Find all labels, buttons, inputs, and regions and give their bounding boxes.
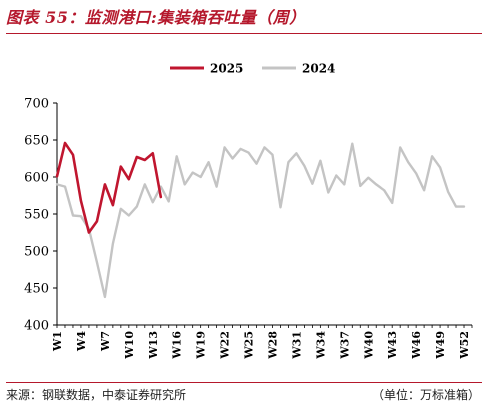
y-tick-label: 500: [24, 245, 49, 260]
y-tick-label: 450: [24, 282, 49, 297]
x-tick-label: W16: [171, 331, 184, 360]
x-tick-label: W28: [266, 331, 279, 360]
series-line-2025: [55, 141, 163, 234]
x-tick-label: W10: [123, 331, 136, 360]
title-divider: [6, 33, 482, 34]
series-line-2024: [55, 142, 466, 299]
x-tick-label: W22: [219, 331, 232, 360]
footer-divider: [6, 382, 482, 383]
x-tick-label: W46: [410, 331, 423, 360]
source-note: 来源：钢联数据，中泰证券研究所: [6, 388, 187, 402]
y-tick-label: 650: [24, 134, 49, 149]
axes: 400 450 500 550 600 650 700 W1 W4 W7 W10 W13 W16 W19 W…: [24, 97, 473, 360]
x-tick-label: W52: [458, 331, 471, 360]
x-tick-label: W49: [434, 331, 447, 360]
legend: 2025 2024: [170, 62, 335, 76]
legend-label-2025: 2025: [210, 62, 243, 76]
x-tick-label: W34: [314, 331, 327, 360]
y-tick-label: 550: [24, 208, 49, 223]
y-tick-label: 600: [24, 171, 49, 186]
x-tick-label: W19: [195, 331, 208, 360]
x-tick-label: W40: [362, 331, 375, 360]
x-tick-label: W43: [386, 331, 399, 360]
series-lines: [55, 141, 466, 299]
y-tick-label: 700: [24, 97, 49, 112]
legend-label-2024: 2024: [302, 62, 335, 76]
x-tick-label: W31: [290, 331, 303, 360]
chart-svg: 2025 2024 400 450 500 550 600 650 700 W1 W4 W7 W10 W…: [24, 62, 473, 360]
x-tick-label: W25: [243, 331, 256, 360]
y-tick-label: 400: [24, 319, 49, 334]
x-tick-label: W7: [99, 331, 112, 352]
x-tick-label: W4: [75, 331, 88, 352]
x-tick-label: W13: [147, 331, 160, 360]
unit-note: （单位：万标准箱）: [371, 388, 480, 402]
x-tick-label: W1: [51, 331, 64, 352]
x-tick-label: W37: [338, 331, 351, 360]
chart-title: 图表 55：监测港口:集装箱吞吐量（周）: [6, 8, 306, 27]
